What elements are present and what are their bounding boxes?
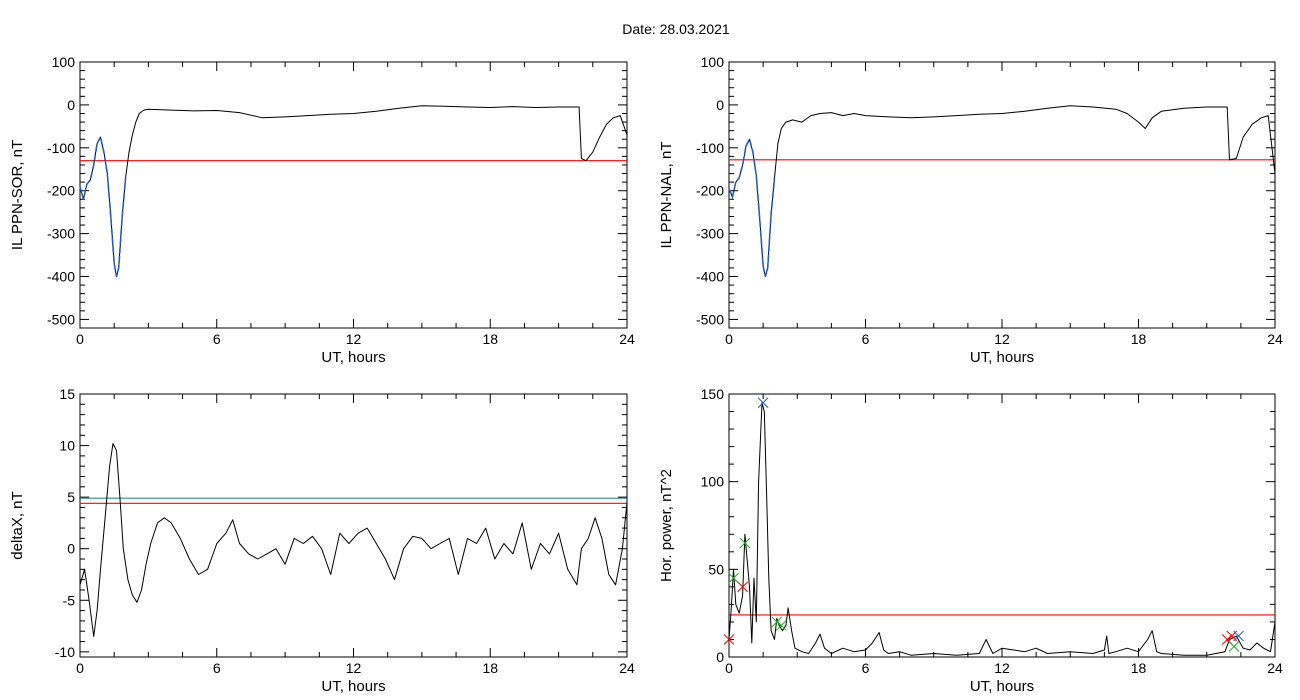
- y-tick-label: -10: [55, 644, 75, 660]
- plot-frame: [79, 61, 628, 329]
- x-axis-label: UT, hours: [970, 349, 1034, 366]
- x-tick-label: 18: [1131, 660, 1147, 676]
- x-marker: [771, 616, 783, 628]
- x-tick-label: 0: [725, 331, 733, 347]
- x-tick-label: 12: [346, 331, 362, 347]
- y-tick-label: 10: [59, 438, 75, 454]
- y-tick-label: -200: [696, 183, 724, 199]
- x-tick-label: 24: [1267, 331, 1283, 347]
- y-tick-label: 0: [67, 541, 75, 557]
- x-tick-label: 12: [994, 660, 1010, 676]
- series-line: [728, 105, 1276, 277]
- x-marker-stroke: [1233, 630, 1244, 642]
- y-axis-label: IL PPN-NAL, nT: [658, 142, 675, 249]
- x-tick-label: 6: [862, 331, 870, 347]
- x-tick-label: 18: [482, 331, 498, 347]
- y-tick-label: -400: [47, 269, 75, 285]
- x-tick-label: 6: [213, 331, 221, 347]
- y-tick-label: -500: [696, 311, 724, 327]
- chart-panel-1: 0 6 12 18 24 100 0 -100 -200 -300 -400 -500 UT, hour…: [9, 54, 635, 366]
- y-tick-label: -500: [47, 311, 75, 327]
- x-marker: [739, 537, 751, 549]
- plot-frame: [728, 393, 1276, 658]
- x-marker: [737, 581, 749, 593]
- y-tick-label: 150: [701, 386, 725, 402]
- x-marker: [757, 397, 769, 409]
- x-marker-stroke: [739, 537, 751, 549]
- x-marker-stroke: [757, 397, 769, 409]
- x-marker-stroke: [728, 572, 739, 584]
- chart-panel-4: 0 6 12 18 24 150 100 50 0 UT, hours Hor. power, nT…: [658, 386, 1283, 695]
- y-tick-label: 5: [67, 489, 75, 505]
- x-marker-stroke: [723, 634, 735, 645]
- plot-frame: [728, 61, 1276, 329]
- y-tick-label: -5: [63, 592, 76, 608]
- chart-panel-3: 0 6 12 18 24 15 10 5 0 -5 -10 UT, hours deltaX, nT: [9, 386, 635, 695]
- y-tick-label: -100: [47, 140, 75, 156]
- y-tick-label: 100: [701, 474, 725, 490]
- y-tick-label: 0: [716, 649, 724, 665]
- x-tick-label: 12: [994, 331, 1010, 347]
- x-marker: [775, 620, 787, 631]
- x-tick-label: 24: [619, 331, 635, 347]
- y-tick-label: -300: [47, 226, 75, 242]
- chart-panel-2: 0 6 12 18 24 100 0 -100 -200 -300 -400 -500 UT, hour…: [658, 54, 1283, 366]
- y-tick-label: -200: [47, 183, 75, 199]
- series-line: [728, 402, 1276, 656]
- y-axis-label: IL PPN-SOR, nT: [9, 140, 26, 250]
- x-marker: [1233, 630, 1244, 642]
- x-marker: [723, 634, 735, 645]
- plot-frame: [79, 393, 628, 658]
- x-axis-label: UT, hours: [321, 678, 385, 695]
- x-axis-label: UT, hours: [970, 678, 1034, 695]
- y-tick-label: 0: [716, 97, 724, 113]
- x-marker-stroke: [737, 581, 749, 593]
- x-tick-label: 0: [76, 660, 84, 676]
- x-tick-label: 18: [1131, 331, 1147, 347]
- x-marker-stroke: [1221, 634, 1233, 645]
- series-line: [79, 443, 628, 637]
- figure-title: Date: 28.03.2021: [622, 21, 730, 37]
- x-tick-label: 0: [725, 660, 733, 676]
- y-tick-label: 50: [708, 561, 724, 577]
- x-marker: [1228, 641, 1240, 652]
- x-tick-label: 24: [1267, 660, 1283, 676]
- x-tick-label: 24: [619, 660, 635, 676]
- y-tick-label: 15: [59, 386, 75, 402]
- x-tick-label: 6: [862, 660, 870, 676]
- x-marker: [728, 572, 739, 584]
- x-tick-label: 0: [76, 331, 84, 347]
- x-marker-stroke: [775, 620, 787, 631]
- y-tick-label: -100: [696, 140, 724, 156]
- y-tick-label: -400: [696, 269, 724, 285]
- series-line: [79, 105, 628, 277]
- x-marker-stroke: [1228, 641, 1240, 652]
- y-axis-label: Hor. power, nT^2: [658, 469, 675, 582]
- y-tick-label: 100: [52, 54, 76, 70]
- highlight-segment: [728, 137, 776, 277]
- x-tick-label: 18: [482, 660, 498, 676]
- x-axis-label: UT, hours: [321, 349, 385, 366]
- x-tick-label: 12: [346, 660, 362, 676]
- y-axis-label: deltaX, nT: [9, 491, 26, 559]
- x-marker-stroke: [771, 616, 783, 628]
- highlight-segment: [79, 134, 127, 277]
- y-tick-label: -300: [696, 226, 724, 242]
- y-tick-label: 100: [701, 54, 725, 70]
- y-tick-label: 0: [67, 97, 75, 113]
- x-tick-label: 6: [213, 660, 221, 676]
